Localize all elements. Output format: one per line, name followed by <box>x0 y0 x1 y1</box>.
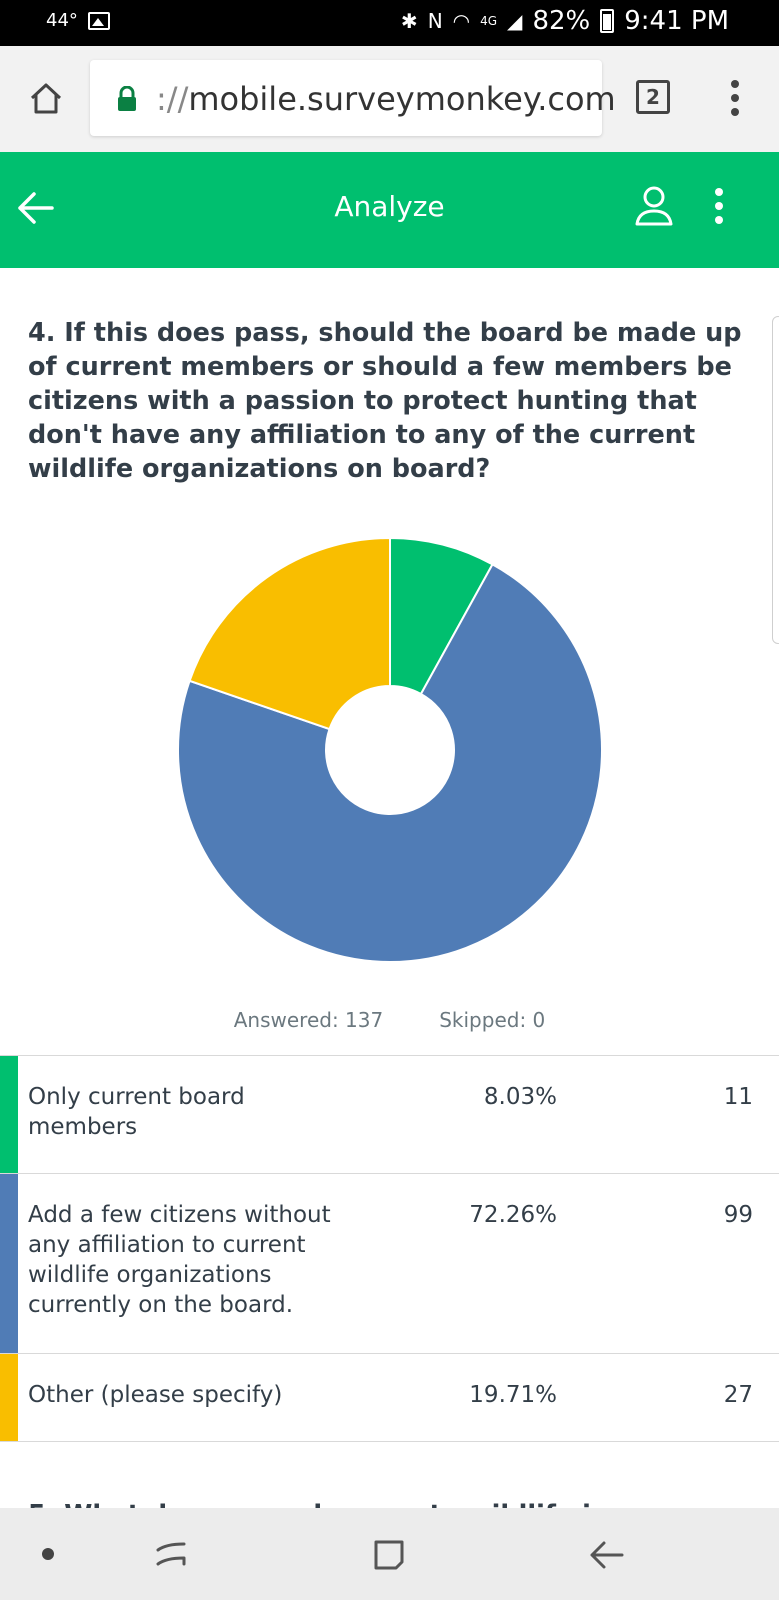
network-type: 4G <box>480 14 498 28</box>
status-bar: 44° ✱ N ◠ 4G ◢ 82% 9:41 PM <box>0 0 779 46</box>
back-button-icon[interactable] <box>588 1538 624 1572</box>
home-button-icon[interactable] <box>372 1538 406 1572</box>
address-bar[interactable]: ://mobile.surveymonkey.com <box>90 60 616 136</box>
url-text: ://mobile.surveymonkey.com <box>156 80 616 118</box>
scroll-indicator[interactable] <box>772 316 779 644</box>
page-title: Analyze <box>334 190 445 223</box>
response-stats: Answered: 137 Skipped: 0 <box>0 1008 779 1032</box>
row-percent: 72.26% <box>469 1202 557 1228</box>
battery-percent: 82% <box>532 6 591 36</box>
row-color-swatch <box>0 1174 18 1353</box>
more-vert-icon[interactable] <box>712 186 726 226</box>
nfc-icon: N <box>427 9 443 33</box>
skipped-count: Skipped: 0 <box>439 1008 546 1032</box>
back-arrow-icon[interactable] <box>14 188 56 228</box>
row-count: 27 <box>723 1382 753 1408</box>
system-nav-bar <box>0 1508 779 1600</box>
row-percent: 19.71% <box>469 1382 557 1408</box>
responses-table: Only current board members 8.03% 11 Add … <box>0 1055 779 1442</box>
donut-slice[interactable] <box>188 536 391 731</box>
more-vert-icon[interactable] <box>728 78 742 118</box>
app-header: Analyze <box>0 152 779 268</box>
nav-dot-icon[interactable] <box>42 1548 54 1560</box>
tab-switcher-button[interactable]: 2 <box>636 80 670 114</box>
battery-icon <box>600 9 615 33</box>
row-color-swatch <box>0 1354 18 1441</box>
row-color-swatch <box>0 1056 18 1173</box>
row-label: Only current board members <box>28 1084 245 1140</box>
temperature-text: 44° <box>46 10 78 31</box>
donut-chart <box>177 536 603 963</box>
row-count: 11 <box>723 1084 753 1110</box>
row-label: Other (please specify) <box>28 1382 283 1408</box>
row-percent: 8.03% <box>483 1084 557 1110</box>
recent-apps-icon[interactable] <box>154 1538 188 1570</box>
row-count: 99 <box>723 1202 753 1228</box>
table-row: Only current board members 8.03% 11 <box>0 1056 779 1174</box>
url-host: mobile.surveymonkey.com <box>188 80 616 118</box>
bluetooth-icon: ✱ <box>400 9 418 33</box>
wifi-icon: ◠ <box>452 9 471 33</box>
lock-icon <box>118 86 136 111</box>
image-icon <box>87 11 110 30</box>
home-icon[interactable] <box>28 80 64 116</box>
url-scheme: :// <box>156 80 189 118</box>
user-icon[interactable] <box>634 184 674 228</box>
signal-icon: ◢ <box>507 9 523 33</box>
question-title: 4. If this does pass, should the board b… <box>28 318 742 484</box>
table-row: Other (please specify) 19.71% 27 <box>0 1354 779 1442</box>
clock: 9:41 PM <box>624 6 729 36</box>
donut-slice[interactable] <box>177 563 603 963</box>
answered-count: Answered: 137 <box>233 1008 384 1032</box>
table-row: Add a few citizens without any affiliati… <box>0 1174 779 1354</box>
row-label: Add a few citizens without any affiliati… <box>28 1202 331 1318</box>
browser-toolbar: ://mobile.surveymonkey.com 2 <box>0 46 779 152</box>
